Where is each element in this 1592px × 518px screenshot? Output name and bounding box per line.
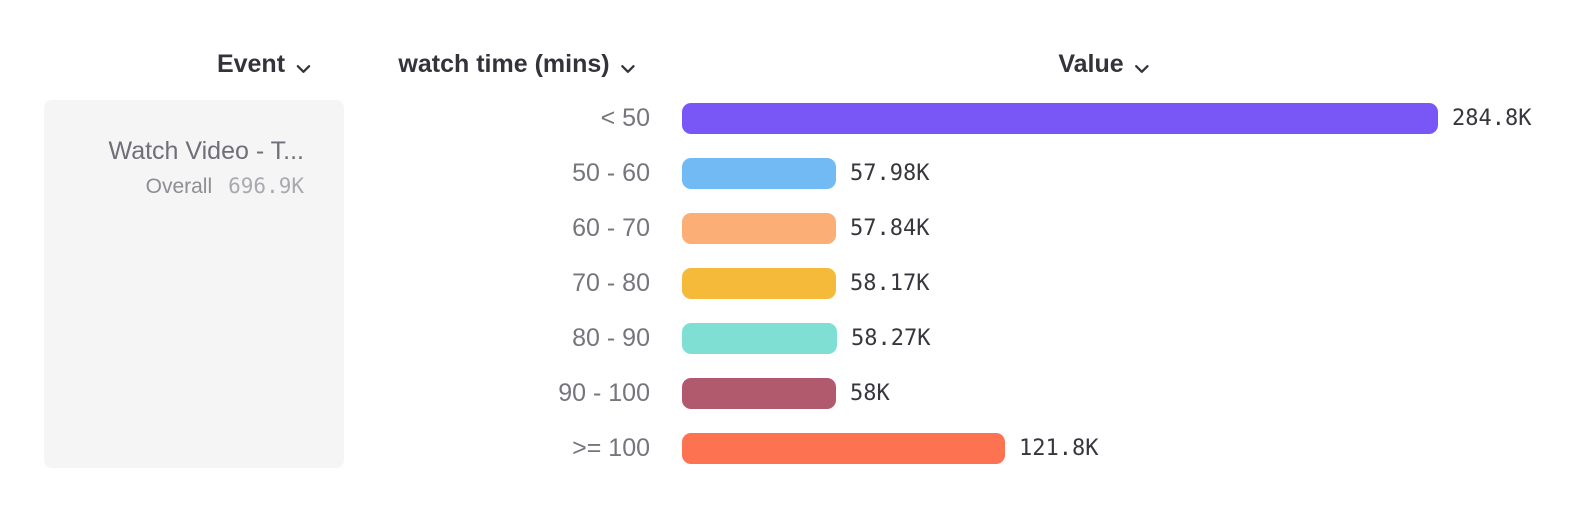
bar-value: 284.8K	[1452, 106, 1532, 131]
bar-value: 58.17K	[850, 271, 930, 296]
overall-line: Overall 696.9K	[60, 174, 304, 199]
bar-row: 80 - 90 58.27K	[390, 323, 1590, 354]
bucket-label: >= 100	[572, 434, 650, 462]
bucket-label: < 50	[600, 104, 650, 132]
bar[interactable]	[682, 268, 836, 299]
bar-value: 121.8K	[1019, 436, 1099, 461]
bar-row: 60 - 70 57.84K	[390, 213, 1590, 244]
bar-row: 70 - 80 58.17K	[390, 268, 1590, 299]
chevron-down-icon	[1135, 52, 1150, 81]
bar-value: 58K	[850, 381, 890, 406]
bar-value: 57.84K	[850, 216, 930, 241]
bar-rows: < 50 284.8K 50 - 60 57.98K 60 - 70 57.84…	[390, 103, 1590, 488]
bar-value: 58.27K	[851, 326, 931, 351]
bar-row: 90 - 100 58K	[390, 378, 1590, 409]
value-column-label: Value	[1058, 50, 1124, 78]
bar-row: >= 100 121.8K	[390, 433, 1590, 464]
bar[interactable]	[682, 378, 836, 409]
bar[interactable]	[682, 213, 836, 244]
bar[interactable]	[682, 323, 837, 354]
overall-value: 696.9K	[228, 174, 304, 198]
bar[interactable]	[682, 433, 1005, 464]
breakdown-column-label: watch time (mins)	[398, 50, 610, 78]
event-title: Watch Video - T...	[108, 137, 304, 165]
event-column-header[interactable]: Event	[217, 48, 311, 81]
bar-value: 57.98K	[850, 161, 930, 186]
breakdown-column-header[interactable]: watch time (mins)	[398, 48, 635, 81]
bar-row: < 50 284.8K	[390, 103, 1590, 134]
bar-row: 50 - 60 57.98K	[390, 158, 1590, 189]
event-column-label: Event	[216, 50, 286, 78]
bar[interactable]	[682, 103, 1438, 134]
chevron-down-icon	[621, 52, 636, 81]
chevron-down-icon	[296, 52, 311, 81]
overall-label: Overall	[145, 175, 213, 198]
bucket-label: 80 - 90	[572, 324, 650, 352]
bar[interactable]	[682, 158, 836, 189]
bucket-label: 90 - 100	[558, 379, 650, 407]
event-card: Watch Video - T... Overall 696.9K	[44, 100, 344, 468]
bucket-label: 60 - 70	[572, 214, 650, 242]
value-column-header[interactable]: Value	[1058, 48, 1149, 81]
bucket-label: 50 - 60	[572, 159, 650, 187]
bucket-label: 70 - 80	[572, 269, 650, 297]
